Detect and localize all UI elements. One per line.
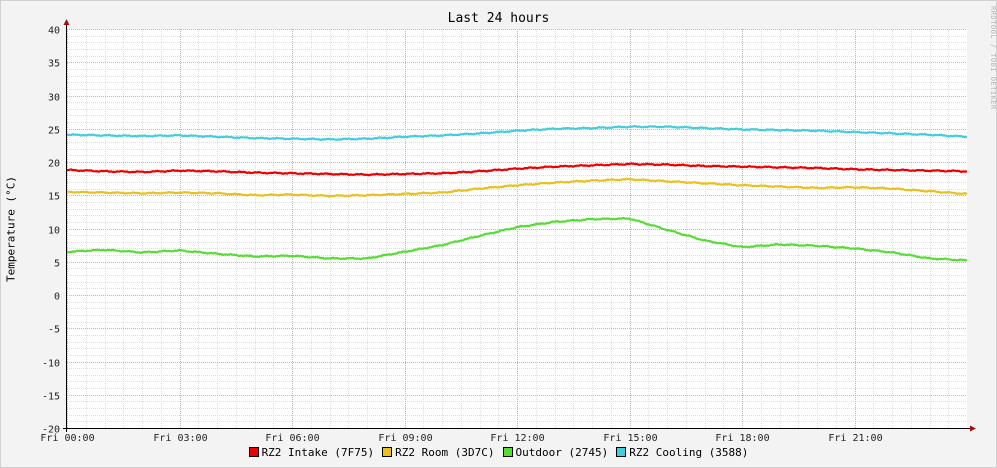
y-tick-label: -20	[42, 425, 60, 436]
legend: RZ2 Intake (7F75) RZ2 Room (3D7C) Outdoor …	[0, 446, 997, 459]
legend-label: Outdoor (2745)	[515, 446, 609, 459]
y-tick-label: 5	[54, 259, 60, 270]
legend-label: RZ2 Room (3D7C)	[395, 446, 495, 459]
y-tick-label: -5	[48, 325, 60, 336]
grid-layer	[67, 29, 967, 429]
y-tick-label: -10	[42, 359, 60, 370]
series-layer	[66, 125, 968, 262]
series-line	[66, 125, 968, 141]
legend-swatch	[248, 447, 259, 457]
axis-layer: -20 -15 -10 -5 0 5 10 15 20 25 30 35 40 Fri 00:00 Fri …	[40, 19, 976, 444]
y-tick-label: 25	[48, 126, 60, 137]
y-tick-label: 0	[54, 292, 60, 303]
legend-item: RZ2 Room (3D7C)	[382, 446, 495, 459]
x-tick-label: Fri 06:00	[265, 433, 319, 444]
legend-swatch	[502, 447, 513, 457]
legend-label: RZ2 Intake (7F75)	[261, 446, 375, 459]
x-tick-label: Fri 21:00	[828, 433, 882, 444]
y-tick-label: 30	[48, 93, 60, 104]
y-tick-label: 10	[48, 226, 60, 237]
legend-item: Outdoor (2745)	[502, 446, 609, 459]
legend-item: RZ2 Intake (7F75)	[248, 446, 375, 459]
y-tick-label: 35	[48, 59, 60, 70]
x-axis-arrow	[970, 425, 976, 432]
x-tick-label: Fri 12:00	[490, 433, 544, 444]
x-tick-label: Fri 00:00	[40, 433, 94, 444]
x-tick-label: Fri 03:00	[153, 433, 207, 444]
chart-title: Last 24 hours	[447, 11, 550, 26]
x-tick-label: Fri 18:00	[715, 433, 769, 444]
x-tick-label: Fri 09:00	[378, 433, 432, 444]
series-line	[66, 177, 968, 198]
y-tick-label: 15	[48, 192, 60, 203]
legend-swatch	[616, 447, 627, 457]
series-line	[67, 162, 968, 177]
legend-item: RZ2 Cooling (3588)	[616, 446, 748, 459]
series-line	[66, 216, 968, 262]
y-tick-label: -15	[42, 392, 60, 403]
legend-label: RZ2 Cooling (3588)	[629, 446, 749, 459]
y-tick-label: 20	[48, 159, 60, 170]
y-axis-arrow	[63, 19, 70, 25]
legend-swatch	[382, 447, 393, 457]
x-tick-label: Fri 15:00	[603, 433, 657, 444]
watermark: RRDTOOL / TOBI OETIKER	[989, 6, 997, 110]
y-tick-label: 40	[48, 26, 60, 37]
